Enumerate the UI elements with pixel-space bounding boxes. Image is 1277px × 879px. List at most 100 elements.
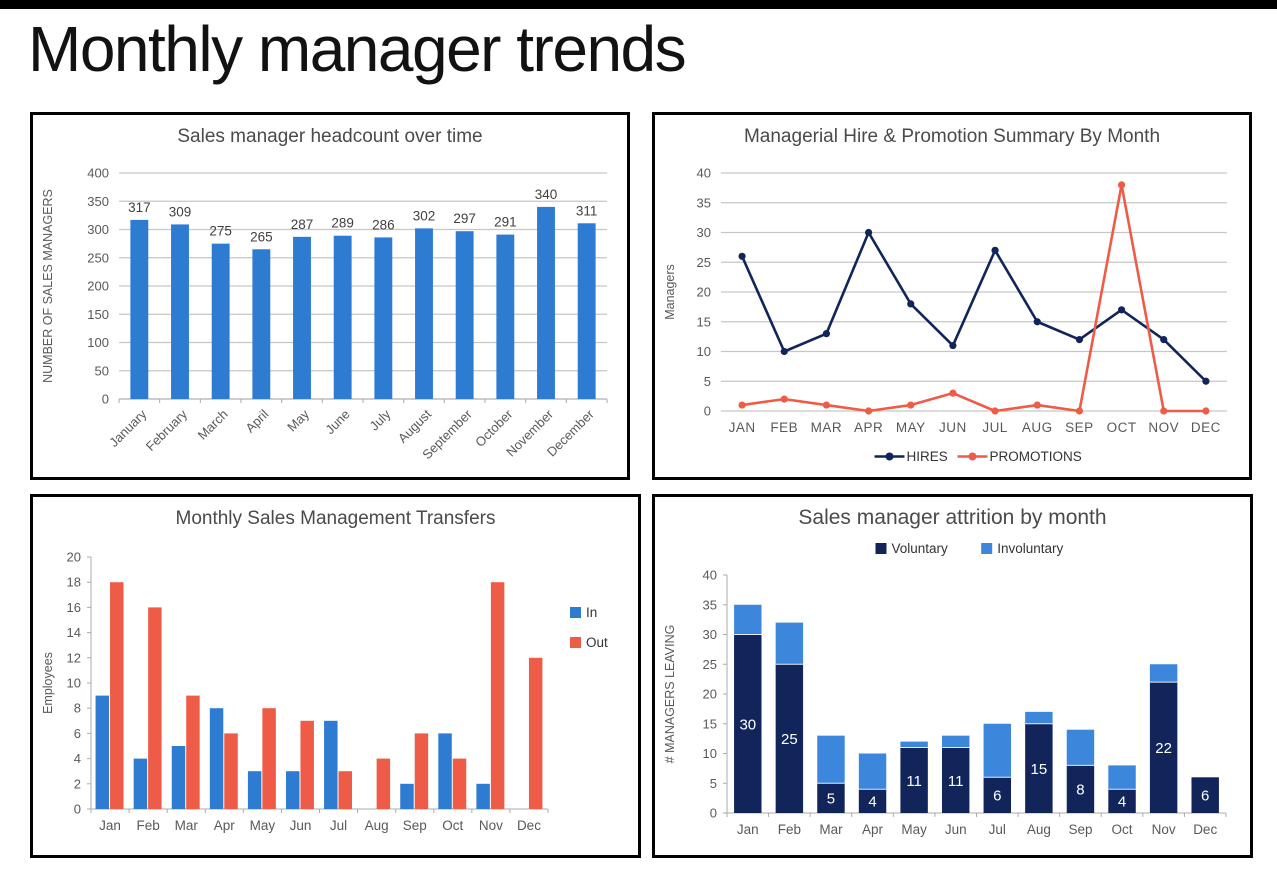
svg-text:20: 20	[697, 285, 711, 300]
svg-text:10: 10	[67, 676, 81, 691]
svg-text:Mar: Mar	[175, 818, 199, 833]
chart-title-hires-promotions: Managerial Hire & Promotion Summary By M…	[743, 126, 1161, 147]
svg-text:286: 286	[372, 217, 395, 232]
svg-text:May: May	[901, 822, 927, 837]
svg-text:May: May	[250, 818, 276, 833]
svg-text:JUN: JUN	[939, 420, 967, 435]
svg-text:287: 287	[291, 217, 314, 232]
svg-text:35: 35	[697, 195, 711, 210]
svg-text:265: 265	[250, 229, 273, 244]
svg-text:4: 4	[74, 751, 81, 766]
svg-text:JUL: JUL	[982, 420, 1008, 435]
svg-text:15: 15	[1031, 761, 1048, 778]
svg-text:Dec: Dec	[1193, 822, 1217, 837]
svg-text:25: 25	[703, 657, 717, 672]
svg-text:12: 12	[67, 650, 81, 665]
svg-text:302: 302	[413, 208, 436, 223]
svg-text:Jul: Jul	[330, 818, 347, 833]
svg-text:MAY: MAY	[896, 420, 926, 435]
svg-text:25: 25	[697, 255, 711, 270]
attrition-stacked-bar-chart: 0 5 10 15 20 25 30 35 40 Jan Feb Mar Apr May Jun Jul Aug…	[657, 539, 1248, 853]
svg-text:April: April	[242, 406, 271, 435]
svg-text:Apr: Apr	[862, 822, 884, 837]
svg-text:291: 291	[494, 215, 517, 230]
svg-text:NOV: NOV	[1148, 420, 1179, 435]
svg-text:0: 0	[74, 802, 81, 817]
svg-text:Nov: Nov	[479, 818, 503, 833]
svg-text:10: 10	[703, 746, 717, 761]
svg-text:2: 2	[74, 776, 81, 791]
svg-text:35: 35	[703, 597, 717, 612]
svg-text:8: 8	[74, 701, 81, 716]
svg-text:0: 0	[704, 404, 711, 419]
svg-text:Jan: Jan	[737, 822, 759, 837]
svg-text:OCT: OCT	[1107, 420, 1137, 435]
svg-text:Mar: Mar	[819, 822, 843, 837]
svg-text:340: 340	[535, 187, 558, 202]
svg-text:100: 100	[87, 335, 109, 350]
svg-text:311: 311	[576, 203, 598, 218]
top-border-bar	[0, 0, 1277, 9]
svg-text:Feb: Feb	[136, 818, 159, 833]
svg-text:May: May	[284, 406, 312, 434]
svg-text:PROMOTIONS: PROMOTIONS	[990, 449, 1082, 464]
svg-text:11: 11	[906, 773, 922, 790]
svg-text:Jul: Jul	[989, 822, 1006, 837]
svg-text:Employees: Employees	[41, 652, 55, 714]
svg-text:Oct: Oct	[442, 818, 463, 833]
svg-text:Feb: Feb	[778, 822, 801, 837]
svg-text:Managers: Managers	[663, 264, 677, 320]
svg-text:14: 14	[67, 625, 81, 640]
svg-text:MAR: MAR	[811, 420, 843, 435]
svg-text:In: In	[586, 605, 597, 620]
svg-text:July: July	[366, 406, 393, 433]
svg-text:6: 6	[74, 726, 81, 741]
svg-text:HIRES: HIRES	[907, 449, 948, 464]
svg-text:10: 10	[697, 344, 711, 359]
svg-text:15: 15	[703, 716, 717, 731]
svg-text:Voluntary: Voluntary	[892, 541, 949, 556]
svg-text:Jun: Jun	[290, 818, 312, 833]
svg-text:# MANAGERS LEAVING: # MANAGERS LEAVING	[663, 625, 677, 764]
svg-text:8: 8	[1076, 782, 1084, 799]
svg-text:20: 20	[703, 687, 717, 702]
svg-text:Jun: Jun	[945, 822, 967, 837]
svg-text:20: 20	[67, 550, 81, 565]
svg-text:18: 18	[67, 575, 81, 590]
svg-text:317: 317	[128, 200, 151, 215]
svg-text:4: 4	[1118, 794, 1126, 811]
chart-title-headcount: Sales manager headcount over time	[177, 126, 483, 147]
svg-text:25: 25	[781, 731, 798, 748]
svg-text:15: 15	[697, 314, 711, 329]
svg-text:6: 6	[1201, 788, 1209, 805]
svg-text:200: 200	[87, 279, 109, 294]
svg-text:5: 5	[710, 776, 717, 791]
svg-text:Out: Out	[586, 635, 608, 650]
svg-text:August: August	[395, 406, 434, 445]
svg-text:June: June	[322, 407, 353, 438]
chart-title-transfers: Monthly Sales Management Transfers	[175, 508, 496, 529]
svg-text:Dec: Dec	[517, 818, 541, 833]
hires-promotions-line-chart: 0 5 10 15 20 25 30 35 40 JAN FEB MAR APR MAY JUN JUL AUG…	[657, 155, 1247, 475]
svg-text:30: 30	[739, 716, 756, 733]
svg-text:JAN: JAN	[729, 420, 756, 435]
svg-text:APR: APR	[854, 420, 883, 435]
svg-text:Nov: Nov	[1152, 822, 1176, 837]
svg-text:16: 16	[67, 600, 81, 615]
headcount-bar-chart: 0 50 100 150 200 250 300 350 400 January February M…	[35, 155, 625, 475]
svg-text:NUMBER OF SALES MANAGERS: NUMBER OF SALES MANAGERS	[41, 189, 55, 383]
svg-text:11: 11	[948, 773, 964, 790]
svg-text:Oct: Oct	[1112, 822, 1133, 837]
svg-text:0: 0	[102, 392, 109, 407]
svg-text:350: 350	[87, 194, 109, 209]
transfers-grouped-bar-chart: 0 2 4 6 8 10 12 14 16 18 20 Jan Feb Mar Apr May Jun Jul Au…	[35, 537, 636, 853]
svg-text:4: 4	[868, 794, 876, 811]
svg-text:30: 30	[697, 225, 711, 240]
svg-text:0: 0	[710, 806, 717, 821]
svg-text:February: February	[143, 406, 191, 454]
svg-text:SEP: SEP	[1065, 420, 1094, 435]
svg-text:6: 6	[993, 788, 1001, 805]
svg-text:275: 275	[209, 224, 232, 239]
svg-text:Involuntary: Involuntary	[997, 541, 1063, 556]
svg-text:50: 50	[95, 363, 109, 378]
